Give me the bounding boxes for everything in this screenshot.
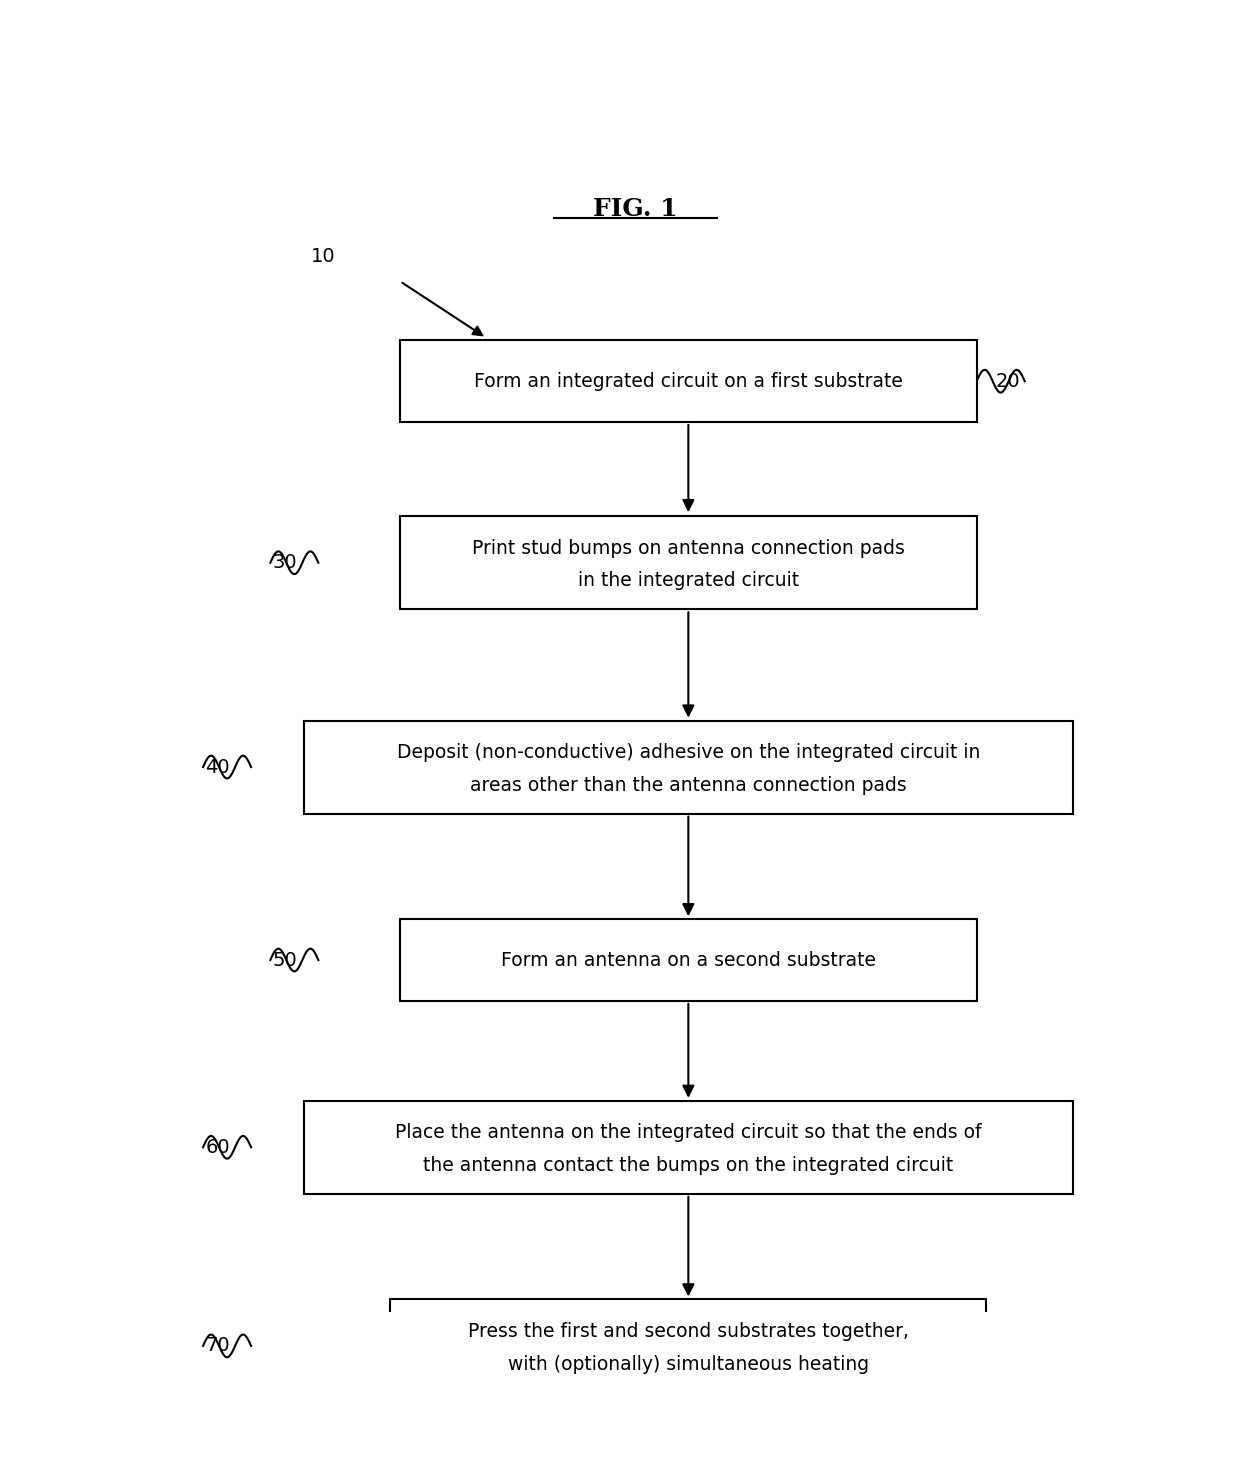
FancyBboxPatch shape	[304, 721, 1073, 814]
Text: Press the first and second substrates together,: Press the first and second substrates to…	[467, 1322, 909, 1341]
FancyBboxPatch shape	[401, 340, 977, 422]
FancyBboxPatch shape	[401, 920, 977, 1001]
Text: 70: 70	[206, 1337, 229, 1356]
Text: 10: 10	[311, 246, 336, 265]
FancyBboxPatch shape	[401, 516, 977, 609]
FancyBboxPatch shape	[304, 1101, 1073, 1194]
Text: 50: 50	[273, 951, 298, 970]
Text: Deposit (non-conductive) adhesive on the integrated circuit in: Deposit (non-conductive) adhesive on the…	[397, 743, 980, 762]
Text: in the integrated circuit: in the integrated circuit	[578, 572, 799, 591]
Text: Print stud bumps on antenna connection pads: Print stud bumps on antenna connection p…	[472, 538, 905, 557]
Text: 40: 40	[206, 758, 229, 777]
Text: Form an antenna on a second substrate: Form an antenna on a second substrate	[501, 951, 875, 970]
Text: areas other than the antenna connection pads: areas other than the antenna connection …	[470, 775, 906, 794]
Text: FIG. 1: FIG. 1	[593, 196, 678, 221]
Text: Form an integrated circuit on a first substrate: Form an integrated circuit on a first su…	[474, 371, 903, 391]
FancyBboxPatch shape	[391, 1300, 986, 1393]
Text: with (optionally) simultaneous heating: with (optionally) simultaneous heating	[508, 1355, 869, 1374]
Text: the antenna contact the bumps on the integrated circuit: the antenna contact the bumps on the int…	[423, 1156, 954, 1175]
Text: 30: 30	[273, 553, 298, 572]
Text: Place the antenna on the integrated circuit so that the ends of: Place the antenna on the integrated circ…	[396, 1123, 982, 1142]
Text: 60: 60	[206, 1138, 229, 1157]
Text: 20: 20	[996, 371, 1019, 391]
